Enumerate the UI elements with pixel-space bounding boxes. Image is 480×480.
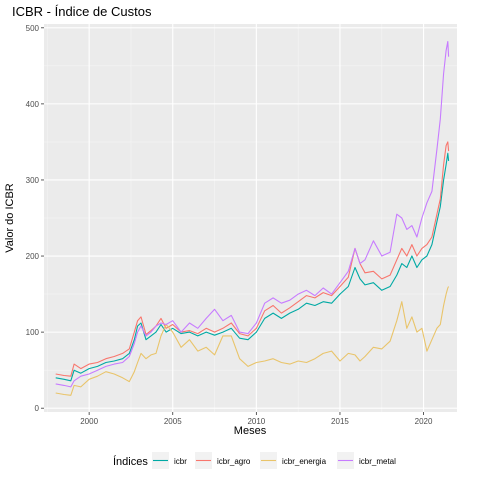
y-tick-label: 500	[26, 24, 40, 33]
series-lines	[55, 40, 450, 396]
x-tick-label: 2015	[331, 417, 349, 426]
x-axis-title: Meses	[234, 425, 267, 437]
x-tick-label: 2010	[247, 417, 265, 426]
x-tick-label: 2020	[415, 417, 433, 426]
y-tick-label: 300	[26, 176, 40, 185]
x-tick-label: 2005	[164, 417, 182, 426]
legend-label-icbr_agro: icbr_agro	[217, 457, 251, 466]
y-tick-label: 0	[35, 404, 40, 413]
series-line-icbr_agro	[55, 141, 450, 377]
y-axis-title: Valor do ICBR	[4, 183, 16, 253]
series-line-icbr_energia	[55, 286, 450, 396]
legend: Índices icbr icbr_agro icbr_energia icbr_me…	[113, 452, 396, 469]
legend-label-icbr_energia: icbr_energia	[282, 457, 327, 466]
chart-title: ICBR - Índice de Custos	[12, 4, 152, 19]
series-line-icbr	[55, 152, 450, 382]
y-tick-label: 200	[26, 252, 40, 261]
legend-title: Índices	[113, 455, 148, 468]
x-tick-label: 2000	[80, 417, 98, 426]
x-axis-ticks: 2000 2005 2010 2015 2020	[80, 412, 433, 426]
legend-label-icbr_metal: icbr_metal	[359, 457, 396, 466]
y-tick-label: 400	[26, 100, 40, 109]
series-line-icbr_metal	[55, 40, 450, 388]
major-gridlines	[44, 24, 457, 412]
y-axis-ticks: 0 100 200 300 400 500	[26, 24, 44, 413]
legend-label-icbr: icbr	[174, 457, 187, 466]
y-tick-label: 100	[26, 328, 40, 337]
